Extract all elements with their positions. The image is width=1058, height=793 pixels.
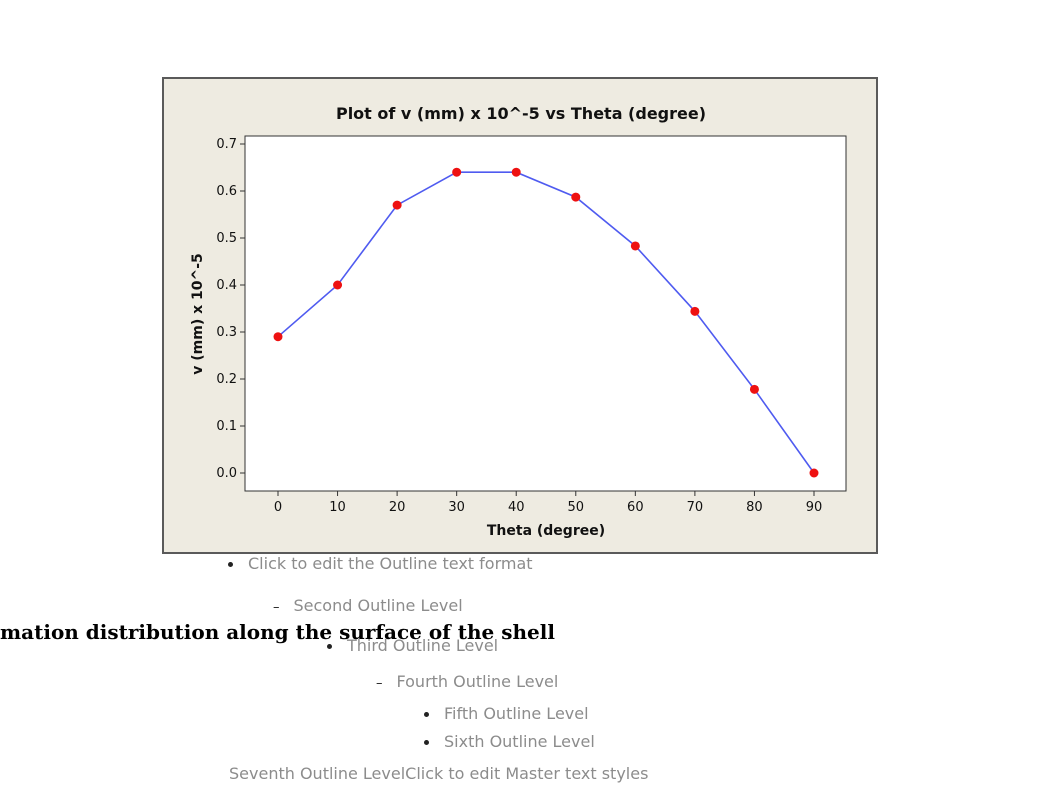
data-point [809,468,819,478]
plot-area [244,135,847,492]
y-axis: 0.0 0.1 0.2 0.3 0.4 0.5 0.6 0.7 [216,137,245,481]
bullet-icon [228,562,233,567]
series-layer [273,167,819,478]
data-point [452,167,462,177]
x-tick-label: 60 [627,500,644,515]
y-tick-label: 0.1 [216,419,237,434]
y-tick-label: 0.2 [216,372,237,387]
outline-level-5-text: Fifth Outline Level [444,704,589,723]
bullet-icon [424,712,429,717]
x-tick-label: 10 [329,500,346,515]
y-axis-label: v (mm) x 10^-5 [190,253,206,375]
y-tick-label: 0.7 [216,137,237,152]
x-tick-label: 70 [687,500,704,515]
x-tick-label: 40 [508,500,525,515]
outline-level-3-text: Third Outline Level [347,636,499,655]
x-tick-label: 90 [806,500,823,515]
y-tick-label: 0.3 [216,325,237,340]
x-tick-label: 80 [746,500,763,515]
chart-canvas: Plot of v (mm) x 10^-5 vs Theta (degree)… [190,104,847,539]
outline-level-7-text: Seventh Outline LevelClick to edit Maste… [229,764,649,783]
outline-level-5: Fifth Outline Level [424,704,589,723]
y-tick-label: 0.4 [216,278,237,293]
data-point [749,384,759,394]
outline-level-1: Click to edit the Outline text format [228,554,533,573]
outline-level-4: – Fourth Outline Level [376,672,558,691]
chart-title: Plot of v (mm) x 10^-5 vs Theta (degree) [336,104,706,123]
bullet-icon [424,740,429,745]
x-tick-label: 30 [448,500,465,515]
data-point [333,280,343,290]
x-axis: 0 10 20 30 40 50 60 70 80 90 [274,491,822,515]
outline-level-2: – Second Outline Level [273,596,463,615]
x-axis-label: Theta (degree) [487,523,605,539]
outline-level-3: Third Outline Level [327,636,498,655]
y-tick-label: 0.6 [216,184,237,199]
data-point [392,200,402,210]
outline-level-7: Seventh Outline LevelClick to edit Maste… [229,764,648,783]
outline-level-2-text: Second Outline Level [293,596,463,615]
x-tick-label: 20 [389,500,406,515]
x-tick-label: 0 [274,500,282,515]
data-point [571,192,581,202]
series-line [277,171,815,474]
outline-level-6: Sixth Outline Level [424,732,595,751]
outline-level-4-text: Fourth Outline Level [396,672,559,691]
outline-level-1-text: Click to edit the Outline text format [248,554,533,573]
y-tick-label: 0.0 [216,466,237,481]
data-point [511,167,521,177]
chart-panel: Plot of v (mm) x 10^-5 vs Theta (degree)… [162,77,878,554]
slide-caption: mation distribution along the surface of… [0,620,555,644]
dash-icon: – [376,676,383,691]
y-tick-label: 0.5 [216,231,237,246]
data-point [690,306,700,316]
x-tick-label: 50 [568,500,585,515]
dash-icon: – [273,600,280,615]
data-point [630,241,640,251]
outline-level-6-text: Sixth Outline Level [444,732,595,751]
bullet-icon [327,644,332,649]
data-point [273,332,283,342]
